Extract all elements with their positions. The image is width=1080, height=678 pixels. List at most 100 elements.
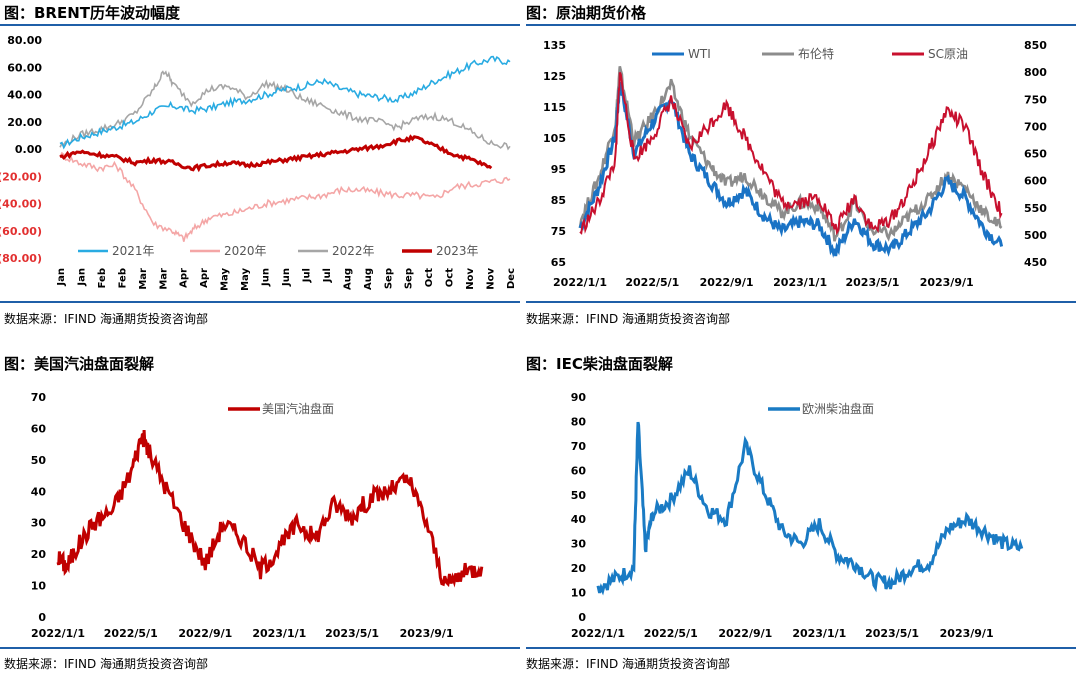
source-note: 数据来源：IFIND 海通期货投资咨询部 <box>526 312 731 326</box>
panel-crude-futures: 图：原油期货价格 135 125 115 105 95 85 75 65 850 800 750 70… <box>526 0 1080 339</box>
y-tick-label: 40 <box>31 485 47 498</box>
y2-tick-label: 550 <box>1024 202 1047 215</box>
x-tick-label: Sep <box>383 268 394 289</box>
y-tick-label: 20.00 <box>7 116 42 129</box>
y-tick-label: 80 <box>571 415 587 428</box>
x-tick-label: 2023/9/1 <box>940 627 994 640</box>
x-tick-label: 2023/1/1 <box>252 627 306 640</box>
y-tick-label: 105 <box>543 132 566 145</box>
x-tick-label: 2023/1/1 <box>773 276 827 289</box>
x-tick-label: Aug <box>342 268 353 290</box>
y2-tick-label: 800 <box>1024 66 1047 79</box>
panel-us-gasoline-crack: 图：美国汽油盘面裂解 70 60 50 40 30 20 10 0 2022/1/1 2022/5… <box>0 339 540 678</box>
legend-label: 2021年 <box>112 244 155 258</box>
x-tick-label: 2022/9/1 <box>178 627 232 640</box>
y-tick-label: 30 <box>31 517 47 530</box>
series-line-2021年 <box>59 55 511 150</box>
x-tick-label: 2023/5/1 <box>325 627 379 640</box>
series-line-布伦特 <box>578 66 1003 242</box>
y-tick-label: 90 <box>571 391 587 404</box>
chart-crude-futures: 135 125 115 105 95 85 75 65 850 800 750 700 650 600 55… <box>543 39 1047 289</box>
series-line-2022年 <box>59 70 511 151</box>
x-tick-label: 2023/5/1 <box>865 627 919 640</box>
y-tick-label: 135 <box>543 39 566 52</box>
source-note: 数据来源：IFIND 海通期货投资咨询部 <box>4 312 209 326</box>
y-tick-label: 115 <box>543 101 566 114</box>
x-tick-label: 2023/9/1 <box>400 627 454 640</box>
series-line-美国汽油盘面 <box>56 430 484 588</box>
series-line-SC原油 <box>579 71 1003 236</box>
y2-tick-label: 500 <box>1024 229 1047 242</box>
source-note: 数据来源：IFIND 海通期货投资咨询部 <box>526 657 731 671</box>
x-tick-label: 2023/5/1 <box>846 276 900 289</box>
series-line-2023年 <box>59 134 493 173</box>
panel-iec-diesel-crack: 图：IEC柴油盘面裂解 90 80 70 60 50 40 30 20 10 0 2022/1/1 2… <box>526 339 1080 678</box>
series-line-2020年 <box>59 151 511 242</box>
y-tick-label: 80.00 <box>7 34 42 47</box>
x-tick-label: 2023/1/1 <box>792 627 846 640</box>
x-tick-label: Oct <box>445 268 456 287</box>
y-tick-label: 50 <box>31 454 47 467</box>
panel-title: 图：美国汽油盘面裂解 <box>4 355 155 373</box>
y-tick-label: 30 <box>571 538 587 551</box>
bottom-rule <box>526 647 1076 649</box>
bottom-rule <box>0 647 520 649</box>
y-tick-label: 50 <box>571 489 587 502</box>
y-tick-label: 0.00 <box>15 143 42 156</box>
x-tick-label: Oct <box>424 268 435 287</box>
x-tick-label: Mar <box>138 268 149 290</box>
y-tick-label: 95 <box>551 163 566 176</box>
y-tick-label: 70 <box>571 440 587 453</box>
x-tick-label: May <box>220 268 231 291</box>
y2-tick-label: 850 <box>1024 39 1047 52</box>
y-tick-label: (20.00) <box>0 170 42 183</box>
y-tick-label: 40 <box>571 513 587 526</box>
x-tick-label: 2022/5/1 <box>104 627 158 640</box>
x-tick-label: Jun <box>261 268 272 287</box>
legend-label: 美国汽油盘面 <box>262 401 334 416</box>
y-tick-label: 60 <box>571 464 587 477</box>
legend-label: WTI <box>688 47 711 61</box>
y2-tick-label: 450 <box>1024 256 1047 269</box>
bottom-rule <box>0 301 520 303</box>
title-rule <box>526 24 1076 26</box>
y-tick-label: 85 <box>551 194 566 207</box>
x-tick-label: 2022/1/1 <box>571 627 625 640</box>
x-tick-label: Apr <box>199 268 210 288</box>
x-tick-label: Jan <box>76 268 87 287</box>
bottom-rule <box>526 301 1076 303</box>
x-tick-label: Aug <box>363 268 374 290</box>
y-tick-label: 65 <box>551 256 566 269</box>
x-tick-label: Jan <box>56 268 67 287</box>
x-tick-label: 2022/9/1 <box>718 627 772 640</box>
x-tick-label: Nov <box>486 268 497 290</box>
y-tick-label: 20 <box>31 548 47 561</box>
x-tick-label: 2022/5/1 <box>625 276 679 289</box>
x-tick-label: Feb <box>97 268 108 288</box>
x-tick-label: 2023/9/1 <box>920 276 974 289</box>
series-line-WTI <box>578 81 1004 258</box>
x-tick-label: May <box>240 268 251 291</box>
y-tick-label: (40.00) <box>0 198 42 211</box>
y-tick-label: (60.00) <box>0 225 42 238</box>
x-tick-label: Dec <box>506 268 517 289</box>
series-line-欧洲柴油盘面 <box>596 421 1024 596</box>
y-tick-label: (80.00) <box>0 252 42 265</box>
y-tick-label: 70 <box>31 391 47 404</box>
y2-tick-label: 650 <box>1024 148 1047 161</box>
y-tick-label: 10 <box>571 587 587 600</box>
title-rule <box>0 24 520 26</box>
y-tick-label: 60 <box>31 422 47 435</box>
x-tick-label: Jul <box>322 268 333 283</box>
legend-label: 布伦特 <box>798 46 834 61</box>
x-tick-label: Feb <box>117 268 128 288</box>
panel-brent-volatility: 图：BRENT历年波动幅度 80.00 60.00 40.00 20.00 0.00 (2… <box>0 0 540 339</box>
y-tick-label: 10 <box>31 580 47 593</box>
x-tick-label: Sep <box>404 268 415 289</box>
y-tick-label: 75 <box>551 225 566 238</box>
x-tick-label: Jun <box>281 268 292 287</box>
x-tick-label: 2022/5/1 <box>644 627 698 640</box>
x-tick-label: Nov <box>465 268 476 290</box>
y-tick-label: 40.00 <box>7 89 42 102</box>
y2-tick-label: 750 <box>1024 93 1047 106</box>
